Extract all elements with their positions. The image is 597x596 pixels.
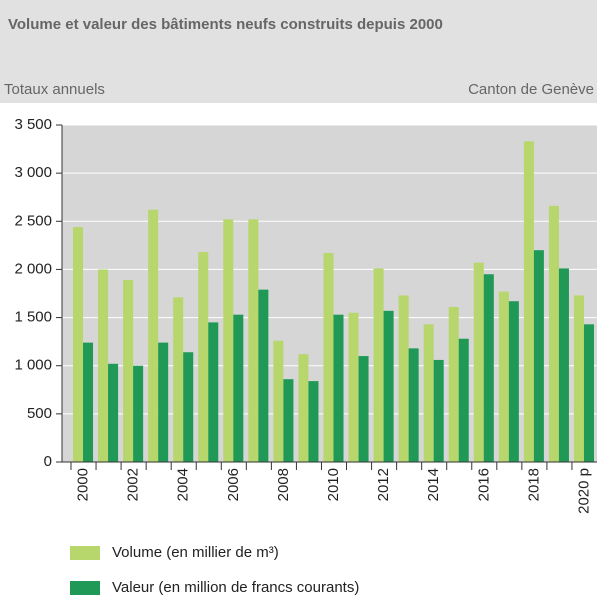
x-tick-label: 2012 xyxy=(375,468,392,501)
bar xyxy=(223,219,234,462)
bar xyxy=(148,209,159,462)
bar xyxy=(123,280,134,462)
bar xyxy=(333,314,344,462)
y-tick-label: 2 000 xyxy=(14,260,52,277)
bar xyxy=(573,295,584,462)
bar xyxy=(298,354,309,462)
bar xyxy=(448,306,459,462)
y-tick-label: 500 xyxy=(27,405,52,422)
y-tick-label: 3 000 xyxy=(14,164,52,181)
x-tick-label: 2010 xyxy=(325,468,342,501)
x-tick-label: 2018 xyxy=(525,468,542,501)
bar xyxy=(108,363,119,462)
bar xyxy=(198,252,209,462)
bar xyxy=(348,312,359,462)
bar xyxy=(483,274,494,462)
legend-swatch xyxy=(70,546,100,560)
bar xyxy=(373,268,384,462)
bar xyxy=(548,205,559,462)
bar xyxy=(133,365,144,462)
bar xyxy=(248,219,259,462)
bar xyxy=(173,297,184,462)
header-band xyxy=(0,0,597,103)
y-tick-label: 1 000 xyxy=(14,357,52,374)
bar xyxy=(558,268,569,462)
legend-swatch xyxy=(70,581,100,595)
x-tick-label: 2008 xyxy=(275,468,292,501)
y-tick-label: 1 500 xyxy=(14,309,52,326)
bar xyxy=(473,262,484,462)
bar xyxy=(208,322,219,462)
subtitle: Totaux annuels xyxy=(4,81,105,98)
bar xyxy=(508,301,519,462)
bar xyxy=(258,289,269,462)
x-tick-label: 2004 xyxy=(175,468,192,501)
bar xyxy=(533,250,544,462)
bar xyxy=(83,342,94,462)
bar xyxy=(523,141,534,462)
x-tick-label: 2000 xyxy=(74,468,91,501)
bar xyxy=(498,291,509,462)
bar xyxy=(308,381,319,462)
bar xyxy=(273,340,284,462)
bar xyxy=(358,356,369,462)
y-tick-label: 0 xyxy=(44,453,52,470)
bar xyxy=(183,352,194,462)
legend-label: Valeur (en million de francs courants) xyxy=(112,579,359,596)
bar xyxy=(323,253,334,462)
chart-title: Volume et valeur des bâtiments neufs con… xyxy=(8,16,443,33)
region: Canton de Genève xyxy=(468,81,594,98)
y-tick-label: 3 500 xyxy=(14,116,52,133)
x-tick-label: 2020 p xyxy=(575,468,592,514)
x-tick-label: 2006 xyxy=(225,468,242,501)
bar xyxy=(423,324,434,462)
x-tick-label: 2014 xyxy=(425,468,442,501)
bar xyxy=(73,227,84,462)
bar xyxy=(458,338,469,462)
bar xyxy=(583,324,594,462)
x-tick-label: 2016 xyxy=(475,468,492,501)
x-tick-label: 2002 xyxy=(125,468,142,501)
y-tick-label: 2 500 xyxy=(14,212,52,229)
bar xyxy=(98,269,109,462)
bar xyxy=(158,342,169,462)
bar xyxy=(398,295,409,462)
bar xyxy=(433,359,444,462)
bar xyxy=(383,310,394,462)
bar xyxy=(408,348,419,462)
bar xyxy=(233,314,244,462)
legend-label: Volume (en millier de m³) xyxy=(112,544,279,561)
bar xyxy=(283,379,294,462)
